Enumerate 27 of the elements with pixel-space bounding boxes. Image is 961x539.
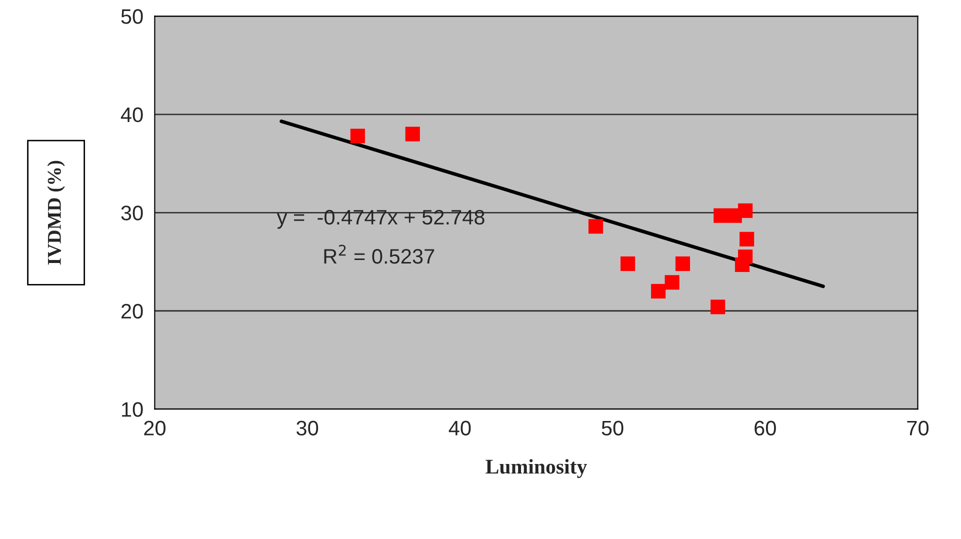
point [675,256,690,271]
y-tick-label: 50 [121,9,143,24]
annotation: y = -0.4747x + 52.748 [276,210,484,229]
y-tick-label: 40 [120,107,143,122]
x-axis-title: Luminosity [486,459,587,478]
y-tick-label: 10 [122,402,143,417]
point [734,257,750,272]
point [664,275,680,290]
point [405,126,420,142]
y-axis-title: IVDMD (%) [47,160,65,265]
point [651,284,666,299]
point [588,219,604,234]
x-tick-label: 50 [602,420,624,436]
y-tick-label: 20 [121,304,143,319]
point [740,232,754,246]
annotation: R$^{2}$ = 0.5237 [324,244,434,264]
point [620,256,636,271]
x-tick-label: 20 [144,420,166,436]
x-tick-label: 30 [296,420,318,436]
x-tick-label: 40 [448,420,471,436]
point [738,203,753,218]
x-tick-label: 60 [754,420,776,436]
point [714,208,728,223]
y-tick-label: 30 [121,206,143,220]
point [350,128,365,144]
point [710,300,726,314]
x-tick-label: 70 [907,420,929,436]
